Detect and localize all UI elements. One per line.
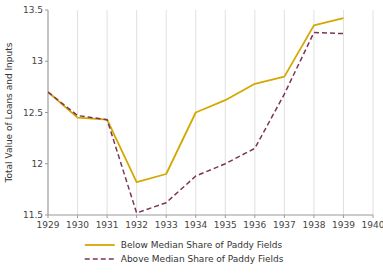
y-tick-label: 12	[32, 159, 43, 169]
x-tick-label: 1940	[362, 220, 383, 230]
grid-line	[284, 10, 285, 215]
x-tick	[225, 215, 226, 218]
x-axis-line	[48, 215, 373, 216]
grid-line	[166, 10, 167, 215]
y-tick	[45, 61, 48, 62]
x-tick	[107, 215, 108, 218]
grid-line	[313, 10, 314, 215]
grid	[48, 10, 373, 215]
grid-line	[373, 10, 374, 215]
legend-swatch	[85, 244, 115, 246]
grid-line	[107, 10, 108, 215]
grid-line	[343, 10, 344, 215]
grid-line	[136, 10, 137, 215]
x-tick-label: 1935	[214, 220, 237, 230]
x-tick	[313, 215, 314, 218]
x-tick-label: 1930	[66, 220, 89, 230]
y-tick	[45, 112, 48, 113]
x-tick	[254, 215, 255, 218]
legend: Below Median Share of Paddy Fields Above …	[85, 240, 284, 264]
series-line	[48, 18, 343, 182]
x-tick-label: 1931	[96, 220, 119, 230]
series-line	[48, 33, 343, 213]
x-tick	[166, 215, 167, 218]
chart: 1929 1930 1931 1932 1933 1934 1935 1936 1937 1938…	[0, 0, 383, 277]
x-tick-label: 1936	[243, 220, 266, 230]
x-tick	[136, 215, 137, 218]
legend-label: Above Median Share of Paddy Fields	[121, 254, 284, 264]
x-tick-label: 1934	[184, 220, 207, 230]
x-tick-label: 1938	[302, 220, 325, 230]
lines	[48, 18, 343, 213]
x-tick	[373, 215, 374, 218]
x-tick-label: 1933	[155, 220, 178, 230]
x-tick-label: 1929	[37, 220, 60, 230]
x-tick	[343, 215, 344, 218]
legend-swatch	[85, 258, 115, 260]
y-tick-label: 11.5	[23, 210, 43, 220]
x-tick-label: 1939	[332, 220, 355, 230]
x-tick-label: 1932	[125, 220, 148, 230]
y-tick-label: 13	[32, 56, 43, 66]
y-tick	[45, 163, 48, 164]
y-tick-label: 12.5	[23, 108, 43, 118]
grid-line	[254, 10, 255, 215]
x-tick-label: 1937	[273, 220, 296, 230]
grid-line	[77, 10, 78, 215]
y-tick-label: 13.5	[23, 5, 43, 15]
x-tick	[195, 215, 196, 218]
x-tick	[284, 215, 285, 218]
legend-label: Below Median Share of Paddy Fields	[121, 240, 283, 250]
y-tick	[45, 215, 48, 216]
axes: 1929 1930 1931 1932 1933 1934 1935 1936 1937 1938…	[23, 5, 383, 230]
x-tick	[77, 215, 78, 218]
y-axis-label: Total Value of Loans and Inputs	[4, 42, 14, 183]
y-tick	[45, 10, 48, 11]
grid-line	[225, 10, 226, 215]
